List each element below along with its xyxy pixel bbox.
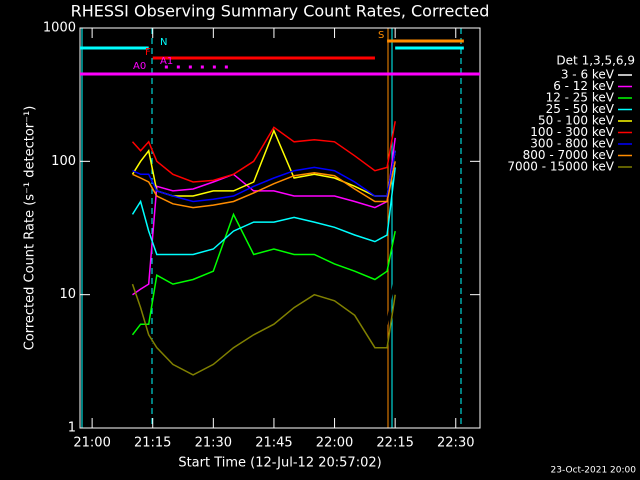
flag-label: A0 [133,61,146,72]
footer: 23-Oct-2021 20:00 [551,466,637,476]
legend-label: 300 - 800 keV [530,137,614,151]
y-tick-label: 1000 [43,21,76,36]
flag-label: N [160,37,167,48]
y-tick-label: 100 [51,154,76,169]
y-axis-label: Corrected Count Rate (s⁻¹ detector⁻¹) [23,106,38,351]
x-tick-label: 22:30 [437,436,474,451]
legend-label: 3 - 6 keV [561,68,615,82]
legend-label: 50 - 100 keV [538,114,615,128]
legend-label: 12 - 25 keV [546,91,615,105]
legend-label: 100 - 300 keV [530,125,614,139]
legend-title: Det 1,3,5,6,9 [556,54,635,68]
series-line [131,167,396,256]
legend-label: 800 - 7000 keV [523,148,615,162]
series-line [131,283,396,376]
y-tick-label: 10 [59,287,76,302]
flag-label: A1 [160,56,173,67]
x-tick-label: 21:45 [255,436,292,451]
chart-title: RHESSI Observing Summary Count Rates, Co… [71,2,490,21]
legend-label: 7000 - 15000 keV [507,160,614,174]
x-tick-label: 22:00 [316,436,353,451]
x-tick-label: 21:00 [73,436,110,451]
series-line [132,150,396,203]
flag-label: F [145,47,151,58]
y-tick-label: 1 [68,421,76,436]
series-line [132,271,396,350]
x-tick-label: 21:30 [195,436,232,451]
x-tick-label: 21:15 [134,436,171,451]
series-line [131,128,396,197]
series-line [132,137,396,296]
legend-label: 6 - 12 keV [553,79,615,93]
series-line [131,121,396,183]
x-axis-label: Start Time (12-Jul-12 20:57:02) [178,456,381,471]
plot-frame [79,27,481,429]
legend-label: 25 - 50 keV [546,102,615,116]
series-line [131,212,396,336]
x-tick-label: 22:15 [376,436,413,451]
series-line [132,161,396,209]
flag-label: S [378,30,384,41]
